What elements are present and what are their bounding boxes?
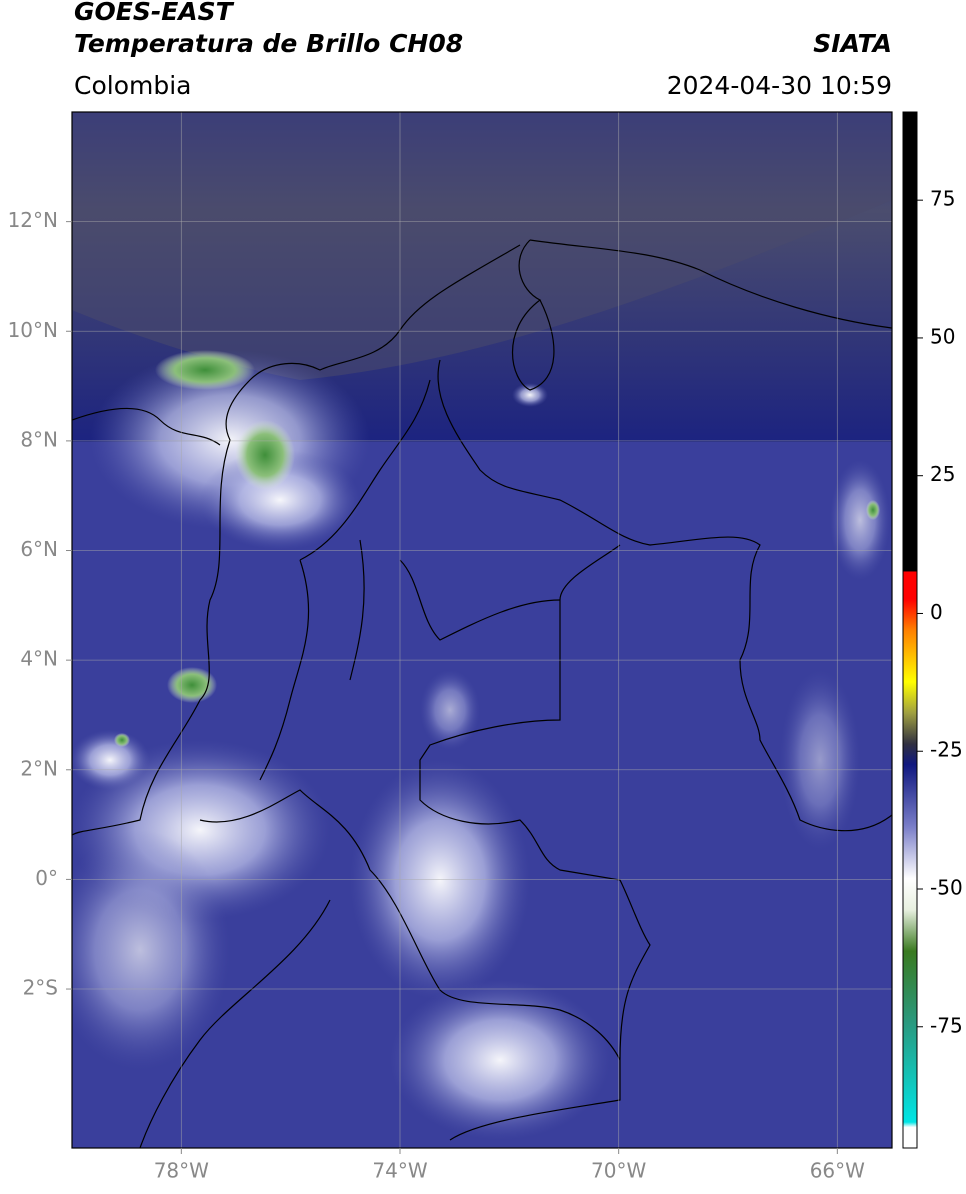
title: GOES-EAST — [74, 0, 235, 26]
y-tick-label: 10°N — [8, 318, 58, 342]
region: Colombia — [74, 71, 191, 100]
colorbar-label: 0 — [930, 600, 943, 624]
colorbar-label: -50 — [930, 876, 963, 900]
grid — [72, 112, 892, 1148]
y-tick-label: 2°N — [20, 756, 58, 780]
x-tick-label: 70°W — [591, 1159, 646, 1183]
y-tick-label: 2°S — [23, 976, 58, 1000]
colorbar-label: 75 — [930, 187, 955, 211]
colorbar-label: -75 — [930, 1013, 963, 1037]
y-tick-label: 6°N — [20, 537, 58, 561]
y-tick-label: 12°N — [8, 208, 58, 232]
satellite-image — [72, 112, 892, 1148]
colorbar-label: 50 — [930, 324, 955, 348]
source: SIATA — [813, 29, 892, 58]
map-frame — [71, 111, 893, 1149]
title: Temperatura de Brillo CH08 — [74, 29, 463, 58]
colorbar-label: 25 — [930, 462, 955, 486]
y-tick-label: 4°N — [20, 647, 58, 671]
y-tick-label: 0° — [35, 866, 58, 890]
y-tick-label: 8°N — [20, 427, 58, 451]
colorbar-label: -25 — [930, 738, 963, 762]
datetime: 2024-04-30 10:59 — [667, 71, 892, 100]
x-tick-label: 66°W — [810, 1159, 865, 1183]
colorbar — [902, 111, 918, 1149]
x-tick-label: 74°W — [372, 1159, 427, 1183]
x-tick-label: 78°W — [154, 1159, 209, 1183]
